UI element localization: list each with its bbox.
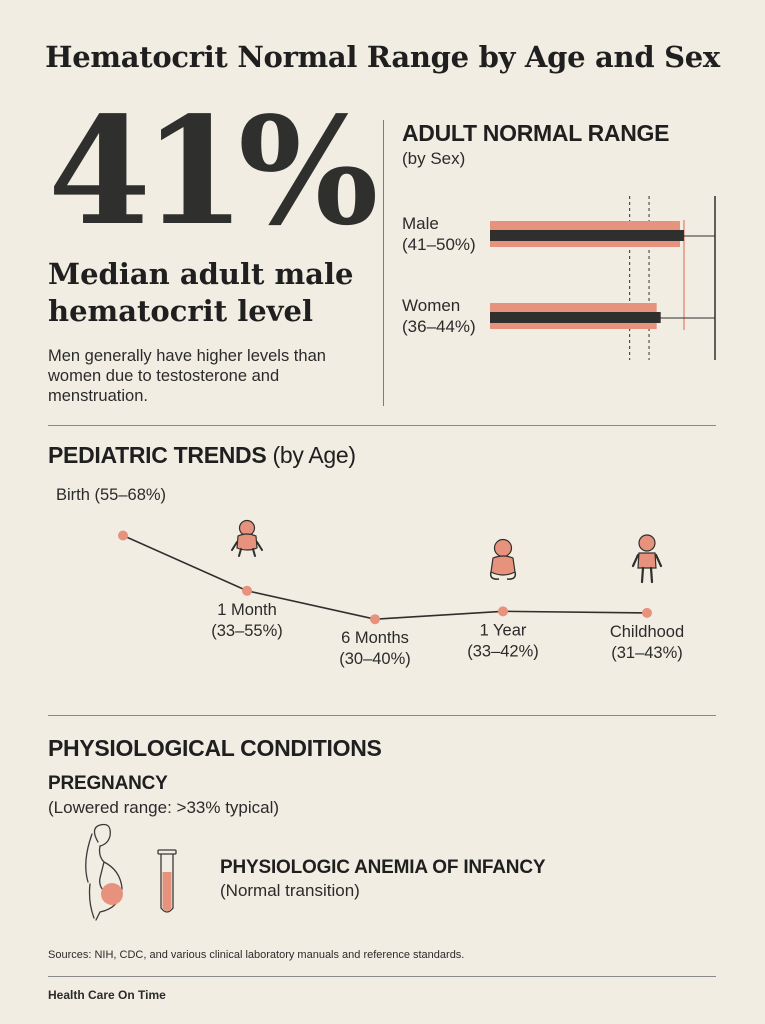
hero-subtitle: Median adult male hematocrit level [48, 257, 354, 328]
category-range-1: (36–44%) [402, 317, 476, 336]
adult-range-chart: Male (41–50%) Women (36–44%) [402, 196, 716, 360]
brand-name: Health Care On Time [48, 988, 166, 1002]
range-bar-core-0 [490, 230, 684, 241]
pediatric-trend-chart: Birth (55–68%) 1 Month (33–55%) 6 Months (30… [56, 486, 684, 668]
category-label-1: Women [402, 296, 460, 315]
divider-1 [48, 425, 716, 426]
baby-sitting-icon [489, 538, 517, 580]
hero-value: 41% [48, 84, 379, 258]
range-bar-core-1 [490, 312, 661, 323]
trend-point-3 [498, 606, 508, 617]
age-range-3: (33–42%) [467, 642, 539, 660]
section-divider-vertical [383, 120, 384, 406]
trend-point-4 [642, 607, 652, 618]
divider-3 [48, 976, 716, 977]
sources-note: Sources: NIH, CDC, and various clinical … [48, 949, 465, 961]
anemia-title: PHYSIOLOGIC ANEMIA OF INFANCY [220, 857, 546, 878]
trend-point-1 [242, 585, 252, 596]
age-range-1: (33–55%) [211, 622, 283, 640]
pregnancy-title: PREGNANCY [48, 773, 168, 794]
pediatric-heading-suffix: (by Age) [272, 442, 357, 468]
age-label-1: 1 Month [217, 601, 277, 619]
age-range-2: (30–40%) [339, 650, 411, 668]
pediatric-heading-text: PEDIATRIC TRENDS [48, 442, 267, 468]
conditions-heading: PHYSIOLOGICAL CONDITIONS [48, 735, 382, 761]
pregnancy-illustration [85, 823, 177, 921]
age-label-3: 1 Year [480, 621, 527, 639]
child-standing-icon [631, 534, 663, 584]
trend-point-2 [370, 614, 380, 625]
pediatric-heading: PEDIATRIC TRENDS (by Age) [48, 442, 356, 469]
trend-point-0 [118, 530, 128, 541]
test-tube-icon [157, 849, 177, 913]
category-label-0: Male [402, 214, 439, 233]
anemia-note: (Normal transition) [220, 881, 360, 900]
pregnant-woman-icon [85, 823, 123, 921]
trend-line [122, 534, 648, 621]
age-range-4: (31–43%) [611, 644, 683, 662]
age-label-4: Childhood [610, 623, 684, 641]
age-label-2: 6 Months [341, 629, 409, 647]
adult-heading: ADULT NORMAL RANGE [402, 120, 670, 146]
age-label-0: Birth (55–68%) [56, 486, 166, 504]
pregnancy-note: (Lowered range: >33% typical) [48, 798, 280, 817]
baby-crawling-icon [231, 519, 263, 557]
divider-2 [48, 715, 716, 716]
hero-description: Men generally have higher levels than wo… [48, 347, 326, 405]
page-title: Hematocrit Normal Range by Age and Sex [45, 40, 720, 74]
category-range-0: (41–50%) [402, 235, 476, 254]
adult-subheading: (by Sex) [402, 149, 466, 168]
